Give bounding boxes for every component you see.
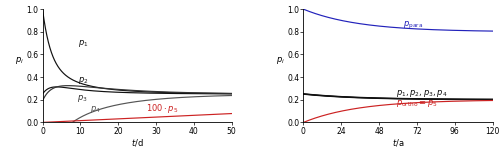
Text: $p_3$: $p_3$ bbox=[76, 93, 87, 104]
Y-axis label: $p_i$: $p_i$ bbox=[276, 55, 284, 66]
X-axis label: $t$/a: $t$/a bbox=[392, 137, 404, 148]
Text: $p_4$: $p_4$ bbox=[90, 104, 101, 114]
Y-axis label: $p_i$: $p_i$ bbox=[15, 55, 24, 66]
Text: $p_{\rm para}$: $p_{\rm para}$ bbox=[402, 20, 423, 31]
Text: $p_{\rm ortho} = p_5$: $p_{\rm ortho} = p_5$ bbox=[396, 98, 438, 109]
Text: $p_1$: $p_1$ bbox=[78, 38, 89, 49]
X-axis label: $t$/d: $t$/d bbox=[130, 137, 143, 148]
Text: $100 \cdot p_5$: $100 \cdot p_5$ bbox=[146, 102, 179, 115]
Text: $p_1, p_2, p_3, p_4$: $p_1, p_2, p_3, p_4$ bbox=[396, 88, 448, 99]
Text: $p_2$: $p_2$ bbox=[78, 75, 89, 86]
